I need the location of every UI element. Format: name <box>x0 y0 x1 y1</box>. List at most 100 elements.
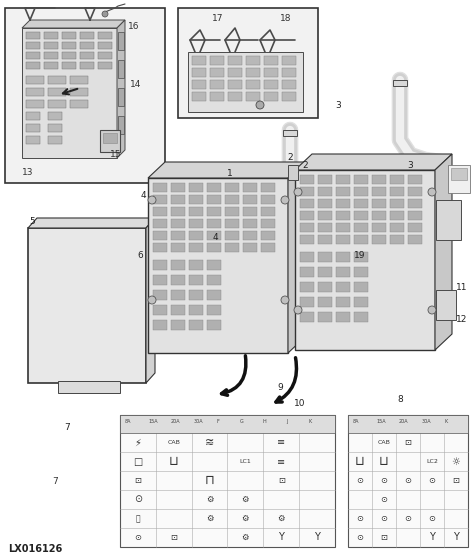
Text: G: G <box>240 419 244 424</box>
Bar <box>354 267 368 277</box>
Bar <box>207 195 221 204</box>
Bar <box>44 32 58 39</box>
Text: ⊙: ⊙ <box>404 476 411 485</box>
Bar <box>189 320 203 330</box>
Text: ≡: ≡ <box>277 456 285 466</box>
Text: 8A: 8A <box>353 419 359 424</box>
Bar <box>390 211 404 220</box>
Bar <box>26 112 40 120</box>
Bar <box>300 235 314 244</box>
Bar <box>120 415 335 547</box>
Text: 1: 1 <box>227 170 233 178</box>
Text: ⚙: ⚙ <box>277 514 285 523</box>
Bar <box>318 252 332 262</box>
Bar <box>62 42 76 49</box>
Text: ☼: ☼ <box>452 456 460 466</box>
Bar <box>189 195 203 204</box>
Circle shape <box>281 196 289 204</box>
Text: 15: 15 <box>110 150 121 159</box>
Bar <box>372 235 386 244</box>
Bar <box>80 52 94 59</box>
Bar <box>282 92 296 101</box>
Text: 2: 2 <box>287 152 293 162</box>
Bar <box>282 80 296 89</box>
Bar <box>336 223 350 232</box>
Bar <box>98 52 112 59</box>
Bar <box>288 165 298 180</box>
Bar <box>62 62 76 69</box>
Text: 6: 6 <box>137 252 143 260</box>
Text: 8: 8 <box>397 396 403 404</box>
Bar <box>189 231 203 240</box>
Circle shape <box>281 296 289 304</box>
Polygon shape <box>28 218 155 228</box>
Text: 10: 10 <box>294 398 306 408</box>
Bar <box>171 183 185 192</box>
Bar <box>26 62 40 69</box>
Bar <box>408 223 422 232</box>
Text: CAB: CAB <box>378 440 391 445</box>
Bar <box>5 8 165 183</box>
Text: ⊙: ⊙ <box>381 476 388 485</box>
Bar <box>70 76 88 84</box>
Bar <box>80 62 94 69</box>
Bar <box>300 312 314 322</box>
Bar <box>243 183 257 192</box>
Bar <box>70 88 88 96</box>
Bar <box>318 223 332 232</box>
Bar <box>318 267 332 277</box>
Bar <box>98 32 112 39</box>
Bar <box>22 28 117 158</box>
Bar <box>354 199 368 208</box>
Polygon shape <box>148 162 305 178</box>
Polygon shape <box>146 218 155 383</box>
Bar <box>261 231 275 240</box>
Text: ⊙: ⊙ <box>381 514 388 523</box>
Bar <box>390 187 404 196</box>
Text: ⚙: ⚙ <box>206 514 213 523</box>
Bar <box>153 260 167 270</box>
Text: ⊙: ⊙ <box>381 495 388 504</box>
Bar <box>189 219 203 228</box>
Bar <box>62 52 76 59</box>
Text: 7: 7 <box>64 423 70 433</box>
Polygon shape <box>295 154 452 170</box>
Bar <box>44 62 58 69</box>
Bar <box>300 297 314 307</box>
Bar <box>295 170 435 350</box>
Text: 30A: 30A <box>194 419 204 424</box>
Bar <box>48 136 62 144</box>
Bar <box>26 88 44 96</box>
Bar <box>178 8 318 118</box>
Text: 5: 5 <box>29 218 35 227</box>
Text: ⚙: ⚙ <box>242 495 249 504</box>
Bar <box>153 290 167 300</box>
Bar <box>120 415 335 433</box>
Bar <box>171 290 185 300</box>
Bar <box>189 243 203 252</box>
Bar <box>300 267 314 277</box>
Bar <box>261 207 275 216</box>
Bar <box>171 320 185 330</box>
Bar <box>318 211 332 220</box>
Text: 7: 7 <box>52 476 58 485</box>
Bar <box>48 112 62 120</box>
Bar <box>243 231 257 240</box>
Bar <box>282 56 296 65</box>
Bar <box>192 80 206 89</box>
Bar <box>300 199 314 208</box>
Text: Y: Y <box>429 532 435 542</box>
Text: ⊡: ⊡ <box>278 476 285 485</box>
Bar <box>103 133 117 143</box>
Bar <box>192 68 206 77</box>
Polygon shape <box>435 154 452 350</box>
Bar <box>300 223 314 232</box>
Bar <box>48 88 66 96</box>
Text: 17: 17 <box>212 14 224 23</box>
Text: ≡: ≡ <box>277 438 285 448</box>
Bar <box>210 56 224 65</box>
Text: 20A: 20A <box>171 419 181 424</box>
Bar <box>153 231 167 240</box>
Text: 3: 3 <box>407 161 413 170</box>
Bar <box>336 252 350 262</box>
